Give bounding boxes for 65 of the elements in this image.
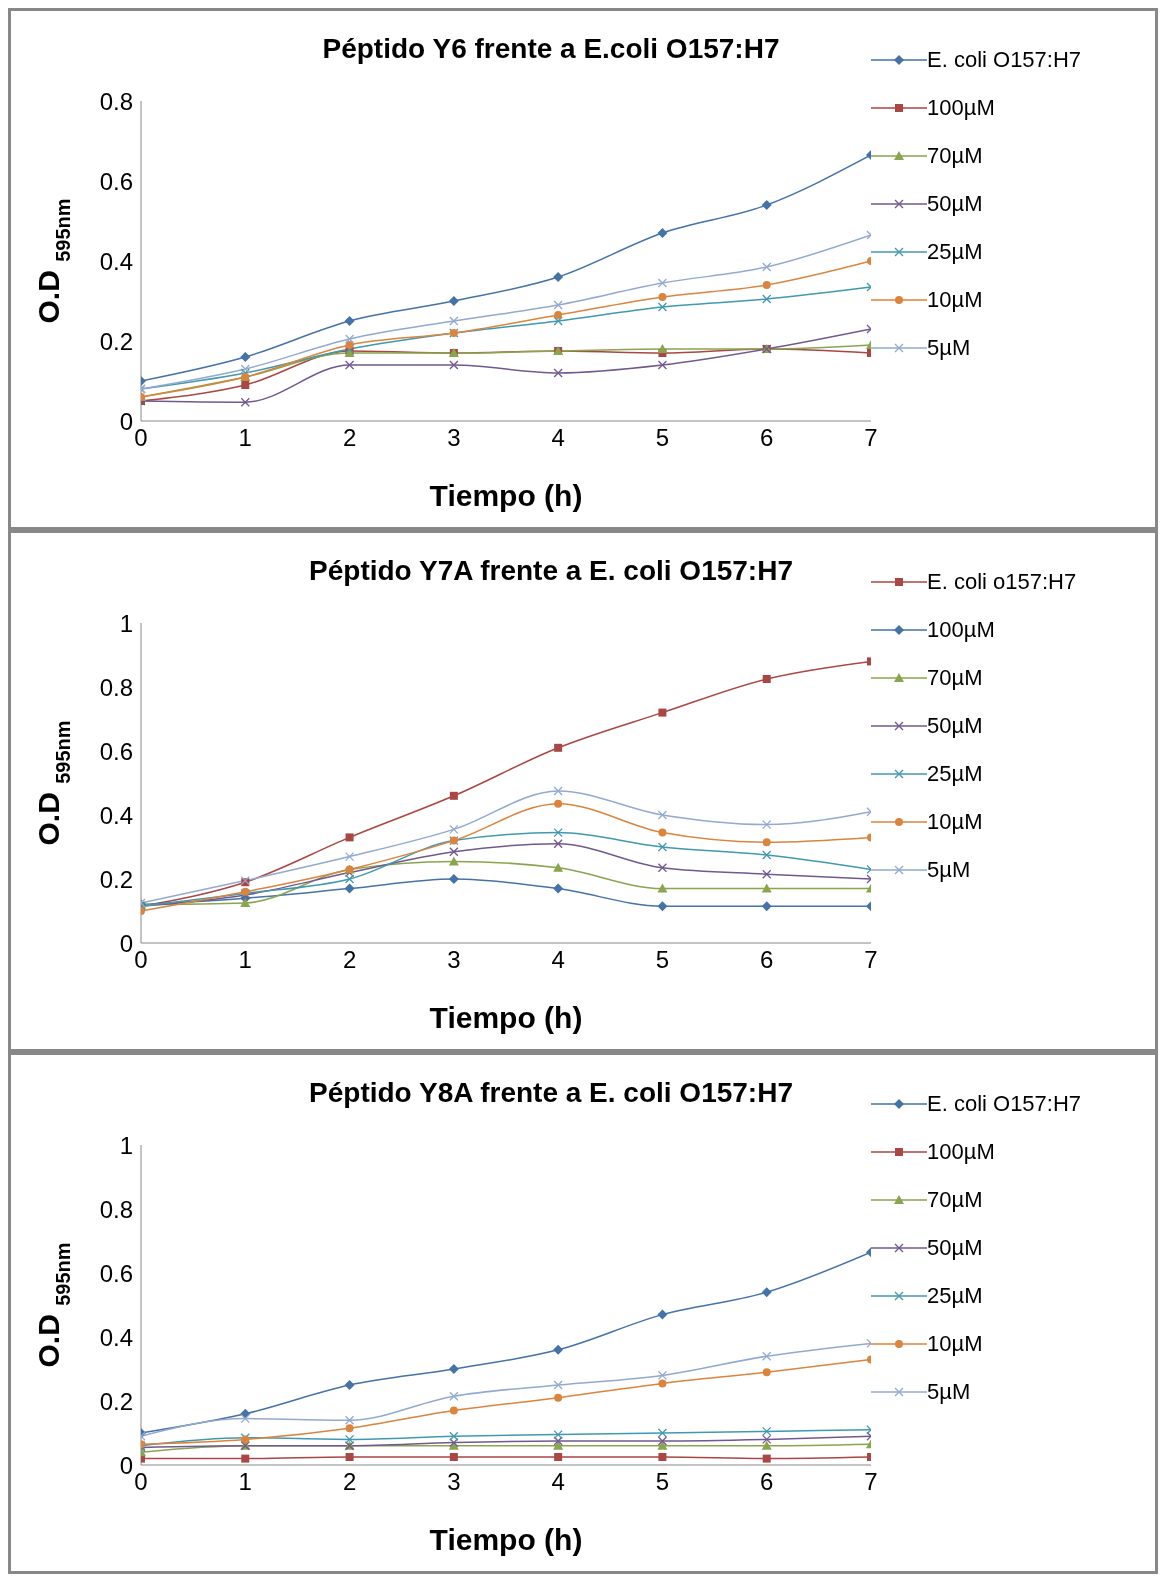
x-tick-label: 5 (655, 424, 670, 452)
x-tick-label: 4 (551, 1468, 565, 1496)
legend-label: 10µM (927, 287, 983, 313)
x-tick-label: 5 (655, 1468, 670, 1496)
y-tick-label: 0.6 (99, 167, 133, 195)
y-tick-label: 0.6 (99, 737, 133, 765)
x-axis-title: Tiempo (h) (429, 479, 583, 512)
legend-label: E. coli O157:H7 (927, 1091, 1082, 1117)
legend-label: 10µM (927, 809, 983, 835)
y-tick-label: 0.2 (99, 865, 133, 893)
x-tick-label: 1 (238, 424, 252, 452)
x-tick-label: 6 (760, 424, 774, 452)
legend-label: 50µM (927, 1235, 983, 1261)
x-tick-label: 1 (238, 946, 252, 974)
x-tick-label: 7 (864, 946, 878, 974)
legend-label: 70µM (927, 1187, 983, 1213)
y-tick-label: 0.8 (99, 673, 133, 701)
x-tick-label: 6 (760, 946, 774, 974)
y-tick-label: 0 (119, 1451, 133, 1479)
legend-label: 50µM (927, 713, 983, 739)
chart-title: Péptido Y7A frente a E. coli O157:H7 (309, 555, 793, 586)
x-tick-label: 5 (655, 946, 670, 974)
legend-label: 5µM (927, 857, 971, 883)
x-tick-label: 3 (447, 424, 461, 452)
x-axis-title: Tiempo (h) (429, 1523, 583, 1556)
legend-label: 5µM (927, 335, 971, 361)
y-tick-label: 0 (119, 929, 133, 957)
legend-label: 25µM (927, 239, 983, 265)
x-axis-title: Tiempo (h) (429, 1001, 583, 1034)
y-tick-label: 0.2 (99, 327, 133, 355)
y-tick-label: 0.6 (99, 1259, 133, 1287)
legend-label: 100µM (927, 617, 995, 643)
legend-label: 100µM (927, 1139, 995, 1165)
x-tick-label: 2 (342, 1468, 357, 1496)
x-tick-label: 3 (447, 1468, 461, 1496)
legend-label: 10µM (927, 1331, 983, 1357)
y-tick-label: 0.8 (99, 1195, 133, 1223)
y-tick-label: 0.4 (99, 801, 133, 829)
y-tick-label: 0.8 (99, 87, 133, 115)
legend-label: 100µM (927, 95, 995, 121)
x-tick-label: 3 (447, 946, 461, 974)
y-tick-label: 1 (119, 1131, 133, 1159)
y-tick-label: 1 (119, 609, 133, 637)
y-tick-label: 0 (119, 407, 133, 435)
legend-label: 70µM (927, 665, 983, 691)
legend-label: 25µM (927, 1283, 983, 1309)
y-tick-label: 0.4 (99, 1323, 133, 1351)
legend-label: E. coli O157:H7 (927, 47, 1082, 73)
y-tick-label: 0.2 (99, 1387, 133, 1415)
legend-label: 70µM (927, 143, 983, 169)
x-tick-label: 7 (864, 1468, 878, 1496)
x-tick-label: 4 (551, 946, 565, 974)
legend-label: 25µM (927, 761, 983, 787)
legend-label: 5µM (927, 1379, 971, 1405)
legend-label: 50µM (927, 191, 983, 217)
x-tick-label: 7 (864, 424, 878, 452)
x-tick-label: 1 (238, 1468, 252, 1496)
chart-title: Péptido Y8A frente a E. coli O157:H7 (309, 1077, 793, 1108)
x-tick-label: 4 (551, 424, 565, 452)
x-tick-label: 2 (342, 424, 357, 452)
x-tick-label: 2 (342, 946, 357, 974)
x-tick-label: 6 (760, 1468, 774, 1496)
y-tick-label: 0.4 (99, 247, 133, 275)
legend-label: E. coli o157:H7 (927, 569, 1077, 595)
chart-title: Péptido Y6 frente a E.coli O157:H7 (322, 33, 780, 64)
